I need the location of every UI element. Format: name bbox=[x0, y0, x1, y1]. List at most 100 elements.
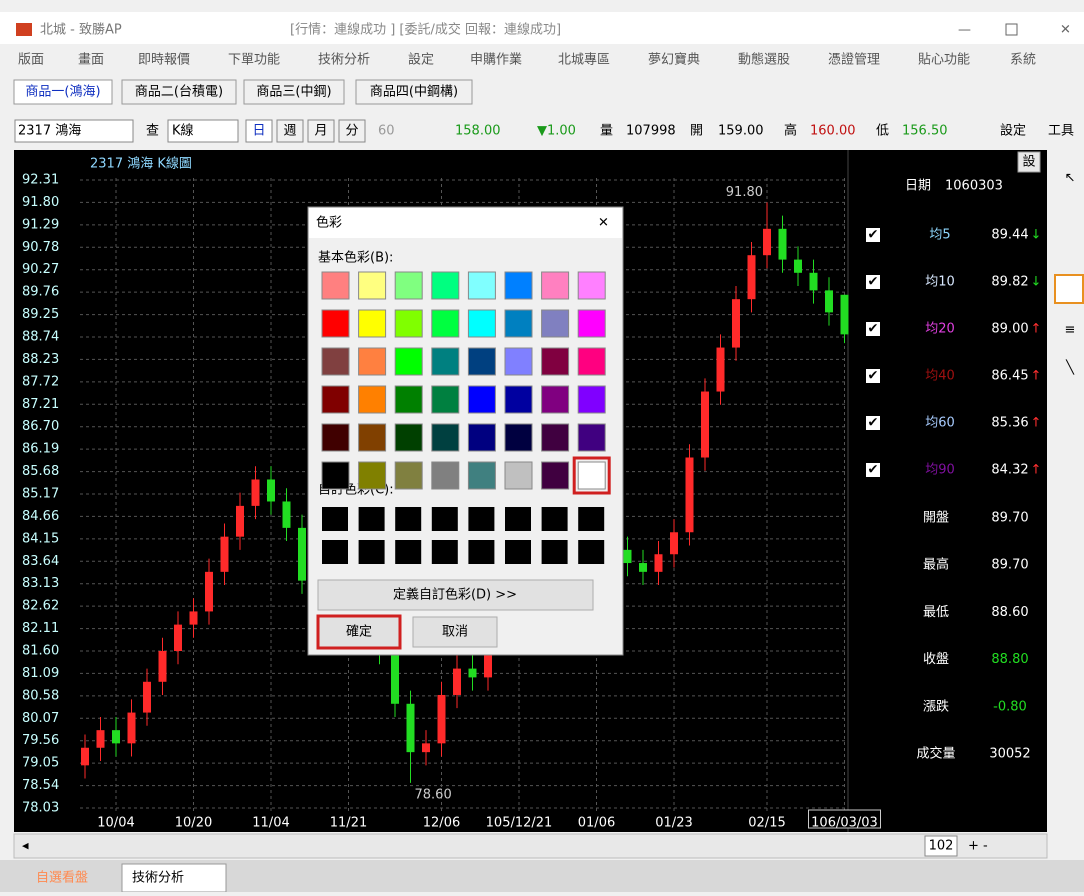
zoom-box[interactable] bbox=[924, 835, 958, 857]
tab[interactable] bbox=[355, 79, 473, 105]
ma-checkbox[interactable] bbox=[866, 416, 880, 430]
color-swatch[interactable] bbox=[577, 461, 606, 490]
color-swatch[interactable] bbox=[431, 385, 460, 414]
period-button[interactable] bbox=[307, 119, 335, 143]
color-swatch[interactable] bbox=[358, 347, 387, 376]
color-swatch[interactable] bbox=[467, 309, 496, 338]
color-swatch[interactable] bbox=[321, 461, 350, 490]
color-swatch[interactable] bbox=[431, 309, 460, 338]
color-swatch[interactable] bbox=[394, 423, 423, 452]
color-swatch[interactable] bbox=[504, 271, 533, 300]
color-swatch[interactable] bbox=[504, 461, 533, 490]
color-swatch[interactable] bbox=[577, 347, 606, 376]
color-swatch[interactable] bbox=[467, 385, 496, 414]
menu-item[interactable]: 夢幻寶典 bbox=[648, 52, 700, 68]
color-swatch[interactable] bbox=[358, 461, 387, 490]
setting-button[interactable] bbox=[1017, 151, 1041, 173]
color-swatch[interactable] bbox=[467, 271, 496, 300]
symbol-box[interactable] bbox=[14, 119, 134, 143]
bottom-tab[interactable]: 技術分析 bbox=[132, 871, 184, 886]
color-swatch[interactable] bbox=[321, 309, 350, 338]
menu-item[interactable]: 系統 bbox=[1010, 53, 1036, 68]
color-swatch[interactable] bbox=[321, 423, 350, 452]
ma-checkbox[interactable] bbox=[866, 228, 880, 242]
ok-button[interactable] bbox=[316, 614, 402, 650]
color-swatch[interactable] bbox=[431, 423, 460, 452]
period-button[interactable] bbox=[338, 119, 366, 143]
menu-item[interactable]: 北城專區 bbox=[558, 53, 610, 68]
close[interactable]: ✕ bbox=[1060, 23, 1071, 38]
cancel-button[interactable] bbox=[412, 616, 498, 648]
ma-checkbox[interactable] bbox=[866, 322, 880, 336]
color-swatch[interactable] bbox=[541, 309, 570, 338]
menu-item[interactable]: 貼心功能 bbox=[918, 53, 970, 68]
color-swatch[interactable] bbox=[394, 385, 423, 414]
menu-item[interactable]: 動態選股 bbox=[738, 52, 790, 68]
dialog-close[interactable]: ✕ bbox=[598, 216, 609, 231]
color-swatch[interactable] bbox=[431, 347, 460, 376]
custom-swatch[interactable] bbox=[431, 507, 458, 531]
custom-swatch[interactable] bbox=[431, 540, 458, 564]
custom-swatch[interactable] bbox=[541, 507, 568, 531]
color-swatch[interactable] bbox=[467, 423, 496, 452]
color-swatch[interactable] bbox=[321, 271, 350, 300]
bottom-tab[interactable]: 自選看盤 bbox=[36, 870, 88, 886]
define-button[interactable] bbox=[317, 579, 594, 611]
color-swatch[interactable] bbox=[358, 309, 387, 338]
kind-box[interactable] bbox=[167, 119, 239, 143]
custom-swatch[interactable] bbox=[578, 507, 605, 531]
color-swatch[interactable] bbox=[541, 423, 570, 452]
menu-item[interactable]: 申購作業 bbox=[470, 52, 522, 68]
custom-swatch[interactable] bbox=[322, 540, 348, 564]
color-swatch[interactable] bbox=[394, 461, 423, 490]
period-button[interactable] bbox=[245, 119, 273, 143]
custom-swatch[interactable] bbox=[358, 507, 385, 531]
custom-swatch[interactable] bbox=[395, 540, 422, 564]
color-swatch[interactable] bbox=[358, 271, 387, 300]
menu-item[interactable]: 技術分析 bbox=[318, 53, 370, 68]
color-swatch[interactable] bbox=[394, 309, 423, 338]
tab[interactable] bbox=[121, 79, 237, 105]
menu-item[interactable]: 憑證管理 bbox=[828, 52, 880, 68]
color-swatch[interactable] bbox=[321, 347, 350, 376]
custom-swatch[interactable] bbox=[395, 507, 422, 531]
color-swatch[interactable] bbox=[358, 385, 387, 414]
ma-checkbox[interactable] bbox=[866, 369, 880, 383]
tab[interactable] bbox=[13, 79, 113, 105]
ma-checkbox[interactable] bbox=[866, 463, 880, 477]
zoom-in[interactable]: + - bbox=[968, 839, 988, 854]
color-swatch[interactable] bbox=[541, 385, 570, 414]
custom-swatch[interactable] bbox=[578, 540, 605, 564]
custom-swatch[interactable] bbox=[468, 540, 495, 564]
color-tool[interactable] bbox=[1054, 274, 1084, 304]
color-swatch[interactable] bbox=[394, 347, 423, 376]
color-swatch[interactable] bbox=[321, 385, 350, 414]
minimize[interactable]: — bbox=[958, 23, 971, 38]
maximize[interactable] bbox=[1005, 23, 1018, 36]
period-button[interactable] bbox=[276, 119, 304, 143]
ma-checkbox[interactable] bbox=[866, 275, 880, 289]
menu-item[interactable]: 設定 bbox=[408, 52, 434, 68]
color-swatch[interactable] bbox=[541, 271, 570, 300]
color-swatch[interactable] bbox=[541, 347, 570, 376]
color-swatch[interactable] bbox=[467, 461, 496, 490]
menu-item[interactable]: 即時報價 bbox=[138, 53, 190, 68]
color-swatch[interactable] bbox=[577, 423, 606, 452]
color-swatch[interactable] bbox=[504, 309, 533, 338]
menu-item[interactable]: 下單功能 bbox=[228, 53, 280, 68]
color-swatch[interactable] bbox=[358, 423, 387, 452]
scrollbar[interactable] bbox=[13, 833, 1048, 859]
menu-item[interactable]: 版面 bbox=[18, 53, 44, 68]
draw-tool[interactable]: ╲ bbox=[1065, 359, 1075, 376]
custom-swatch[interactable] bbox=[505, 507, 531, 531]
pointer-tool[interactable]: ↖ bbox=[1065, 171, 1076, 186]
color-swatch[interactable] bbox=[431, 271, 460, 300]
custom-swatch[interactable] bbox=[505, 540, 531, 564]
custom-swatch[interactable] bbox=[468, 507, 495, 531]
lines-tool[interactable]: ≡ bbox=[1065, 323, 1076, 338]
custom-swatch[interactable] bbox=[322, 507, 348, 531]
color-swatch[interactable] bbox=[431, 461, 460, 490]
color-swatch[interactable] bbox=[577, 271, 606, 300]
color-swatch[interactable] bbox=[394, 271, 423, 300]
menu-item[interactable]: 畫面 bbox=[78, 53, 104, 68]
